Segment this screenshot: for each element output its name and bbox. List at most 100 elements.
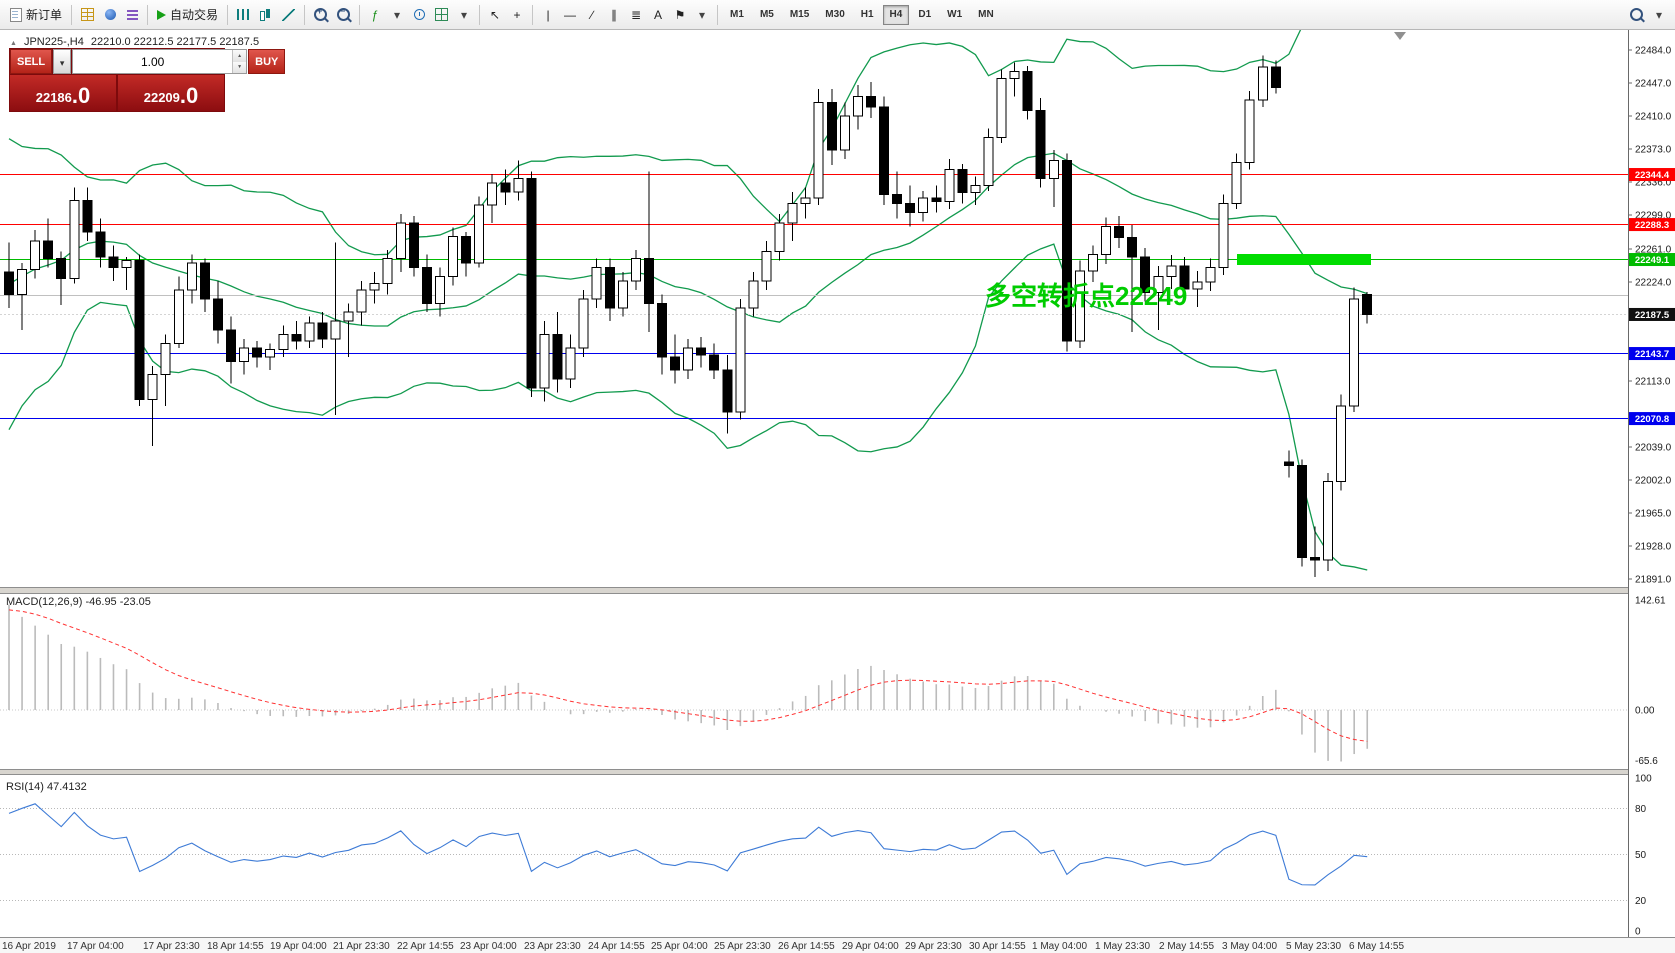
turning-point-highlight[interactable]: [1237, 254, 1371, 265]
fibonacci-icon[interactable]: ≣: [625, 3, 647, 27]
candle: [931, 197, 942, 203]
timeframe-m15-button[interactable]: M15: [783, 5, 816, 25]
candle: [670, 356, 681, 371]
label-tool-icon: ⚑: [674, 7, 686, 22]
indicators-icon[interactable]: ƒ: [364, 3, 386, 27]
candle: [278, 334, 289, 351]
search-icon[interactable]: [1625, 3, 1648, 27]
candle: [121, 260, 132, 269]
buy-price-button[interactable]: 22209.0: [118, 75, 224, 111]
zoom-in-icon: [314, 7, 328, 21]
order-type-dropdown[interactable]: [53, 49, 72, 74]
zoom-out-icon[interactable]: [332, 3, 355, 27]
bar-chart-icon[interactable]: [232, 3, 254, 27]
candle: [800, 197, 811, 204]
volume-up-button[interactable]: [233, 50, 247, 62]
chart-annotation-text[interactable]: 多空转折点22249: [985, 281, 1188, 311]
timeframe-d1-button[interactable]: D1: [911, 5, 938, 25]
trendline-icon[interactable]: ∕: [581, 3, 603, 27]
price-axis-label: 22484.0: [1635, 46, 1672, 57]
sell-button[interactable]: SELL: [10, 49, 53, 74]
volume-down-button[interactable]: [233, 61, 247, 73]
timeframe-w1-button[interactable]: W1: [940, 5, 969, 25]
crosshair-icon[interactable]: +: [506, 3, 528, 27]
timeframe-mn-button[interactable]: MN: [971, 5, 1001, 25]
vertical-line-icon[interactable]: |: [537, 3, 559, 27]
candle: [343, 311, 354, 322]
navigator-icon[interactable]: [121, 3, 143, 27]
timeframe-m30-button[interactable]: M30: [818, 5, 851, 25]
time-axis-label: 18 Apr 14:55: [207, 941, 264, 952]
rsi-pane: [0, 803, 1628, 901]
line-chart-icon[interactable]: [277, 3, 300, 27]
candle: [839, 115, 850, 151]
candle: [1283, 461, 1294, 467]
candle: [395, 222, 406, 260]
buy-price-fraction: .0: [179, 83, 199, 108]
horizontal-line-icon[interactable]: —: [559, 3, 581, 27]
price-chart-pane[interactable]: [0, 8, 1628, 578]
price-level-badge-text: 22288.3: [1635, 220, 1669, 231]
templates-icon[interactable]: [430, 3, 453, 27]
toolbar-more-icon: ▾: [1655, 7, 1663, 22]
candle: [957, 169, 968, 194]
rsi-axis-label: 100: [1635, 774, 1652, 785]
data-window-icon[interactable]: [99, 3, 121, 27]
buy-button[interactable]: BUY: [248, 49, 286, 74]
candle: [265, 349, 276, 358]
templates-dropdown-icon[interactable]: ▾: [453, 3, 475, 27]
text-tool-icon[interactable]: A: [647, 3, 669, 27]
volume-input[interactable]: [73, 50, 233, 73]
candle: [1310, 557, 1320, 561]
rsi-axis-label: 50: [1635, 850, 1647, 861]
time-axis-label: 26 Apr 14:55: [778, 941, 835, 952]
candle: [1087, 253, 1098, 272]
main-toolbar: 新订单 自动交易 ƒ ▾ ▾ ↖ + | — ∕ ∥ ≣ A ⚑ ▾ M1M5M15M30H1H4D1W1MN…: [0, 0, 1675, 30]
timeframes-clock-icon[interactable]: [408, 3, 430, 27]
toolbar-more-icon[interactable]: ▾: [1648, 3, 1670, 27]
time-axis-label: 17 Apr 04:00: [67, 941, 124, 952]
indicators-dropdown-icon[interactable]: ▾: [386, 3, 408, 27]
time-axis-label: 1 May 23:30: [1095, 941, 1150, 952]
timeframe-m1-button[interactable]: M1: [723, 5, 751, 25]
timeframe-m5-button[interactable]: M5: [753, 5, 781, 25]
toolbar-separator: [304, 4, 306, 25]
candle: [892, 194, 903, 204]
chart-shift-marker[interactable]: [1394, 32, 1406, 40]
candle: [865, 95, 876, 108]
market-watch-icon[interactable]: [76, 3, 99, 27]
candle: [905, 202, 916, 213]
candle: [317, 322, 328, 340]
candlestick-chart-icon[interactable]: [254, 3, 277, 27]
time-axis-strip[interactable]: [0, 938, 1675, 953]
price-level-badge-text: 22249.1: [1635, 255, 1670, 266]
pane-splitter[interactable]: [0, 769, 1675, 775]
candle: [1166, 265, 1177, 278]
timeframe-h1-button[interactable]: H1: [854, 5, 881, 25]
candle: [212, 298, 223, 331]
price-axis-background[interactable]: [1628, 30, 1675, 937]
candle: [1362, 293, 1373, 315]
price-axis-label: 22039.0: [1635, 442, 1672, 453]
candle: [617, 280, 628, 309]
candle: [630, 258, 641, 282]
equidistant-channel-icon[interactable]: ∥: [603, 3, 625, 27]
price-level-badge: [1629, 412, 1675, 426]
candle: [683, 347, 694, 371]
collapse-panel-arrow-icon[interactable]: [10, 36, 17, 48]
new-order-button[interactable]: 新订单: [5, 3, 67, 27]
zoom-in-icon[interactable]: [309, 3, 332, 27]
label-tool-icon[interactable]: ⚑: [669, 3, 691, 27]
macd-pane: [0, 604, 1628, 762]
candle: [330, 320, 341, 340]
macd-axis-label: 0.00: [1635, 706, 1655, 717]
candle: [565, 347, 576, 380]
sell-price-button[interactable]: 22186.0: [10, 75, 116, 111]
cursor-icon[interactable]: ↖: [484, 3, 506, 27]
cursor-icon: ↖: [490, 7, 501, 22]
pane-splitter[interactable]: [0, 587, 1675, 594]
timeframe-h4-button[interactable]: H4: [882, 4, 910, 25]
shapes-dropdown-icon[interactable]: ▾: [691, 3, 713, 27]
auto-trading-button[interactable]: 自动交易: [152, 3, 223, 27]
